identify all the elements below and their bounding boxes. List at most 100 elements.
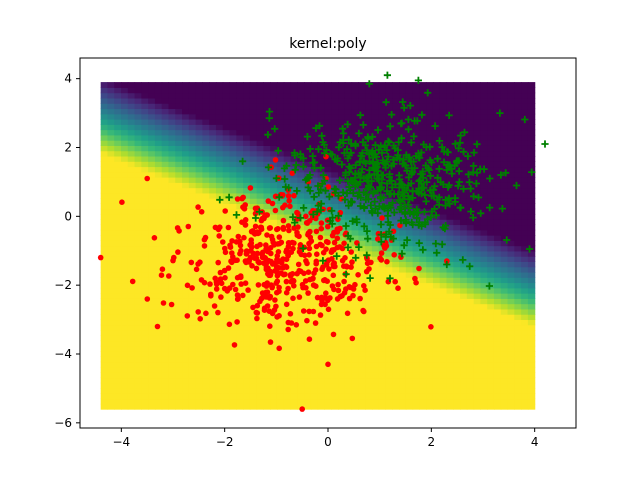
heatmap-cell: [439, 324, 448, 331]
heatmap-cell: [514, 340, 522, 347]
heatmap-cell: [466, 324, 475, 331]
heatmap-cell: [229, 113, 237, 120]
heatmap-cell: [371, 97, 380, 104]
heatmap-cell: [392, 134, 400, 141]
heatmap-cell: [209, 351, 217, 357]
heatmap-cell: [527, 303, 536, 310]
heatmap-cell: [188, 145, 197, 152]
heatmap-cell: [154, 150, 163, 157]
heatmap-cell: [392, 287, 400, 294]
heatmap-cell: [338, 261, 346, 268]
heatmap-cell: [283, 366, 292, 373]
heatmap-cell: [297, 166, 305, 173]
heatmap-cell: [127, 366, 136, 373]
heatmap-cell: [148, 324, 156, 331]
heatmap-cell: [283, 119, 292, 125]
heatmap-cell: [507, 314, 515, 321]
green-plus-point: [306, 145, 314, 153]
heatmap-cell: [473, 129, 482, 136]
green-plus-point: [400, 104, 408, 112]
green-plus-point: [299, 244, 307, 252]
heatmap-cell: [480, 124, 488, 131]
heatmap-cell: [249, 187, 258, 194]
heatmap-cell: [249, 398, 258, 405]
heatmap-cell: [365, 340, 373, 347]
heatmap-cell: [487, 108, 495, 115]
green-plus-point: [431, 182, 439, 190]
heatmap-cell: [500, 208, 509, 215]
heatmap-cell: [175, 335, 183, 342]
heatmap-cell: [127, 308, 136, 315]
heatmap-cell: [270, 213, 278, 220]
heatmap-cell: [331, 92, 339, 99]
heatmap-cell: [317, 271, 326, 278]
heatmap-cell: [182, 145, 190, 152]
heatmap-cell: [514, 108, 522, 115]
heatmap-cell: [270, 97, 278, 104]
heatmap-cell: [399, 335, 407, 342]
heatmap-cell: [521, 298, 529, 305]
heatmap-cell: [141, 229, 149, 236]
heatmap-cell: [487, 324, 495, 331]
heatmap-cell: [405, 319, 414, 326]
heatmap-cell: [331, 82, 339, 88]
heatmap-cell: [188, 403, 197, 410]
heatmap-cell: [114, 92, 122, 99]
heatmap-cell: [114, 113, 122, 120]
heatmap-cell: [256, 335, 265, 342]
heatmap-cell: [310, 240, 319, 247]
green-plus-point: [413, 117, 421, 125]
heatmap-cell: [385, 113, 393, 120]
heatmap-cell: [392, 393, 400, 400]
heatmap-cell: [460, 203, 468, 210]
heatmap-cell: [446, 377, 454, 384]
green-plus-point: [317, 206, 325, 214]
heatmap-cell: [514, 171, 522, 178]
heatmap-cell: [202, 282, 210, 289]
heatmap-cell: [399, 145, 407, 152]
heatmap-cell: [100, 92, 109, 99]
heatmap-cell: [141, 119, 149, 125]
heatmap-cell: [195, 124, 203, 131]
heatmap-cell: [161, 308, 170, 315]
heatmap-cell: [466, 219, 475, 226]
heatmap-cell: [310, 198, 319, 204]
heatmap-cell: [460, 293, 468, 299]
heatmap-cell: [487, 319, 495, 326]
heatmap-cell: [188, 372, 197, 379]
heatmap-cell: [344, 340, 353, 347]
heatmap-cell: [487, 351, 495, 357]
heatmap-cell: [100, 287, 109, 294]
heatmap-cell: [148, 261, 156, 268]
heatmap-cell: [405, 82, 414, 88]
heatmap-cell: [419, 366, 427, 373]
heatmap-cell: [351, 208, 359, 215]
green-plus-point: [339, 188, 347, 196]
heatmap-cell: [514, 382, 522, 389]
heatmap-cell: [161, 92, 170, 99]
red-circle-point: [175, 249, 181, 255]
heatmap-cell: [405, 308, 414, 315]
heatmap-cell: [426, 235, 434, 241]
heatmap-cell: [344, 398, 353, 405]
heatmap-cell: [473, 235, 482, 241]
heatmap-cell: [175, 345, 183, 352]
heatmap-cell: [514, 203, 522, 210]
heatmap-cell: [439, 372, 448, 379]
heatmap-cell: [215, 229, 224, 236]
heatmap-cell: [249, 177, 258, 183]
heatmap-cell: [283, 382, 292, 389]
heatmap-cell: [493, 87, 502, 94]
red-circle-point: [285, 326, 292, 333]
heatmap-cell: [460, 282, 468, 289]
heatmap-cell: [527, 266, 536, 273]
heatmap-cell: [412, 177, 420, 183]
heatmap-cell: [412, 250, 420, 257]
heatmap-cell: [514, 266, 522, 273]
heatmap-cell: [507, 224, 515, 231]
heatmap-cell: [338, 119, 346, 125]
green-plus-point: [451, 198, 459, 206]
heatmap-cell: [195, 155, 203, 162]
heatmap-cell: [209, 229, 217, 236]
green-plus-point: [418, 190, 426, 198]
